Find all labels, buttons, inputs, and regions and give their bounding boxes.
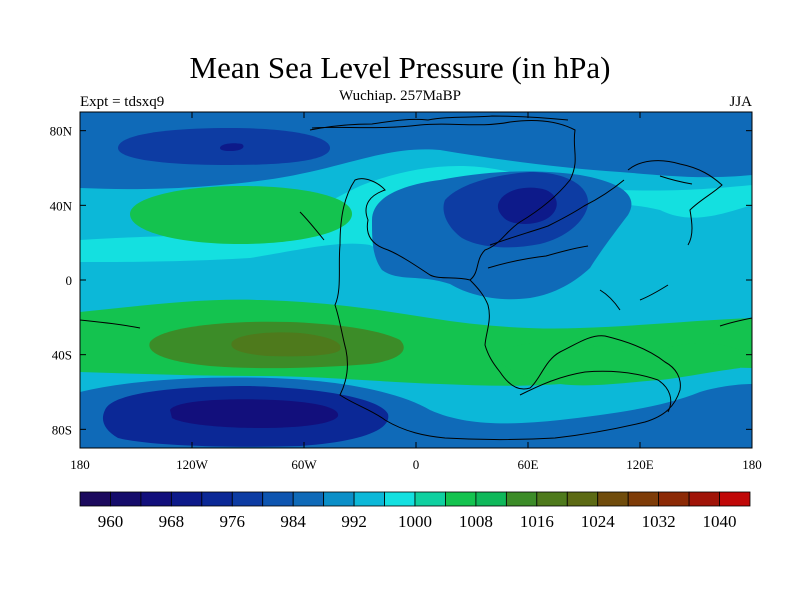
x-tick-label: 60E <box>518 457 539 472</box>
colorbar-swatch <box>445 491 477 507</box>
coastline-panthalassa-islands <box>80 211 752 329</box>
colorbar-swatch <box>262 491 294 507</box>
experiment-label: Expt = tdsxq9 <box>80 94 165 110</box>
colorbar-swatch <box>475 491 507 507</box>
colorbar-swatch <box>140 491 172 507</box>
colorbar-swatch <box>170 491 203 507</box>
coastline-cimmerian-strip <box>487 245 589 269</box>
coastlines <box>80 115 752 440</box>
x-tick-label: 0 <box>413 457 420 472</box>
colorbar-label: 1024 <box>581 512 616 531</box>
colorbar-swatch <box>231 491 264 507</box>
colorbar-swatch <box>627 491 660 507</box>
colorbar-label: 968 <box>159 512 185 531</box>
colorbar-swatch <box>536 491 568 507</box>
field-subtropical-high-south-core <box>231 332 341 357</box>
coastline-north-arctic <box>309 115 569 131</box>
colorbar-swatch <box>566 491 599 507</box>
y-tick-label: 40S <box>52 348 72 363</box>
map-subtitle: Wuchiap. 257MaBP <box>339 88 461 104</box>
colorbar-swatch <box>292 491 325 507</box>
y-tick-label: 80S <box>52 422 72 437</box>
colorbar-swatch <box>79 491 111 507</box>
colorbar-swatch <box>719 491 751 507</box>
x-tick-label: 60W <box>291 457 317 472</box>
colorbar-label: 984 <box>280 512 306 531</box>
field-subtropical-high-north <box>130 186 352 244</box>
coastline-pangea-main <box>311 119 681 440</box>
axis-ticks: 180 120W 60W 0 60E 120E 180 80N 40N 0 40S 80S <box>50 112 762 472</box>
colorbar-label: 1040 <box>703 512 737 531</box>
colorbar-swatch <box>688 491 720 507</box>
colorbar-swatch <box>658 491 690 507</box>
colorbar-swatch <box>597 491 629 507</box>
x-tick-label: 180 <box>742 457 762 472</box>
coastline-tethys-shore <box>489 179 625 246</box>
colorbar-swatch <box>110 491 142 507</box>
colorbar-label: 960 <box>98 512 124 531</box>
colorbar-swatch <box>414 491 446 507</box>
colorbar-swatch <box>323 491 355 507</box>
pressure-field <box>80 112 752 448</box>
field-central-asian-low-core <box>497 187 557 224</box>
colorbar-swatch <box>384 491 416 507</box>
colorbar-label: 1032 <box>642 512 676 531</box>
colorbar-swatch <box>505 491 538 507</box>
y-tick-label: 80N <box>50 124 73 139</box>
coastline-southern-chain <box>599 284 669 311</box>
season-label: JJA <box>729 94 752 110</box>
colorbar-swatch <box>353 491 385 507</box>
colorbar-label: 992 <box>341 512 367 531</box>
colorbar-label: 1000 <box>398 512 432 531</box>
coastline-east-islands <box>627 160 723 246</box>
field-north-pacific-low-core <box>220 143 244 151</box>
field-southern-ocean-low-core <box>170 399 339 428</box>
colorbar-label: 1008 <box>459 512 493 531</box>
map-title: Mean Sea Level Pressure (in hPa) <box>189 50 611 85</box>
colorbar-swatch <box>201 491 233 507</box>
x-tick-label: 120W <box>176 457 209 472</box>
coastline-antarctic-edge <box>519 370 672 413</box>
colorbar: 960 968 976 984 992 1000 1008 1016 1024 1032 1040 <box>79 491 751 531</box>
x-tick-label: 120E <box>626 457 654 472</box>
x-tick-label: 180 <box>70 457 90 472</box>
colorbar-label: 976 <box>220 512 246 531</box>
colorbar-label: 1016 <box>520 512 554 531</box>
y-tick-label: 40N <box>50 198 73 213</box>
y-tick-label: 0 <box>66 273 73 288</box>
